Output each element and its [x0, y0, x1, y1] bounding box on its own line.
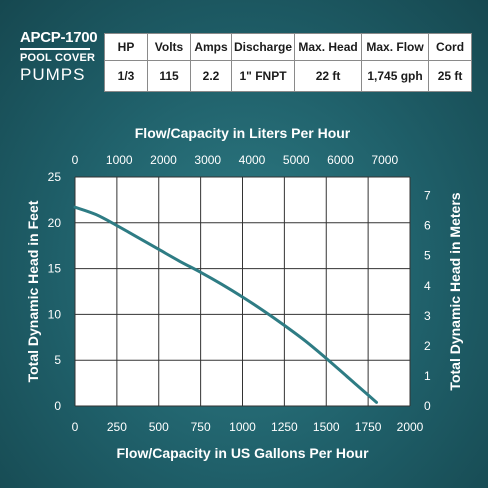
y-tick-label: 25 — [48, 170, 62, 184]
spec-value-amps: 2.2 — [190, 60, 232, 92]
y2-tick-label: 1 — [424, 369, 431, 383]
y2-axis-ticks: 0 1 2 3 4 5 6 7 — [424, 189, 431, 413]
spec-value-cord: 25 ft — [428, 60, 473, 92]
specs-value-row: 1/3 115 2.2 1" FNPT 22 ft 1,745 gph 25 f… — [104, 60, 473, 92]
brand-line-2: POOL COVER — [20, 52, 96, 64]
brand-model: APCP-1700 — [20, 29, 98, 46]
brand-logo: APCP-1700 POOL COVER PUMPS — [20, 30, 102, 83]
spec-value-volts: 115 — [147, 60, 191, 92]
y-axis-label: Total Dynamic Head in Feet — [25, 200, 41, 382]
x2-tick-label: 1000 — [106, 153, 133, 167]
y-tick-label: 5 — [54, 353, 61, 367]
x-axis-ticks: 0 250 500 750 1000 1250 1500 1750 2000 — [72, 420, 424, 434]
brand-divider — [20, 48, 90, 50]
performance-curve — [73, 205, 378, 404]
x2-axis-label: Flow/Capacity in Liters Per Hour — [135, 125, 351, 141]
x-tick-label: 1250 — [271, 420, 298, 434]
x2-tick-label: 7000 — [371, 153, 398, 167]
x-tick-label: 1500 — [313, 420, 340, 434]
spec-header-max-head: Max. Head — [294, 33, 363, 61]
y2-tick-label: 2 — [424, 339, 431, 353]
y2-tick-label: 6 — [424, 219, 431, 233]
x2-tick-label: 6000 — [327, 153, 354, 167]
x-tick-label: 750 — [191, 420, 211, 434]
y-tick-label: 15 — [48, 262, 62, 276]
y2-axis-label: Total Dynamic Head in Meters — [447, 192, 463, 390]
x2-tick-label: 4000 — [239, 153, 266, 167]
y-axis-ticks: 0 5 10 15 20 25 — [48, 170, 62, 413]
y2-tick-label: 4 — [424, 279, 431, 293]
spec-header-discharge: Discharge — [230, 33, 296, 61]
y2-tick-label: 7 — [424, 189, 431, 203]
y2-tick-label: 0 — [424, 399, 431, 413]
x2-tick-label: 5000 — [283, 153, 310, 167]
x-tick-label: 2000 — [397, 420, 424, 434]
x2-tick-label: 0 — [72, 153, 79, 167]
specs-table: HP Volts Amps Discharge Max. Head Max. F… — [104, 33, 473, 92]
y-tick-label: 10 — [48, 307, 62, 321]
spec-header-cord: Cord — [428, 33, 473, 61]
x-axis-label: Flow/Capacity in US Gallons Per Hour — [116, 445, 369, 461]
x-tick-label: 0 — [72, 420, 79, 434]
spec-header-hp: HP — [104, 33, 148, 61]
x-tick-label: 1000 — [229, 420, 256, 434]
y2-tick-label: 3 — [424, 309, 431, 323]
spec-value-max-head: 22 ft — [294, 60, 363, 92]
y2-tick-label: 5 — [424, 249, 431, 263]
x2-tick-label: 3000 — [194, 153, 221, 167]
y-tick-label: 0 — [54, 399, 61, 413]
brand-line-3: PUMPS — [20, 65, 86, 84]
grid-lines — [74, 176, 411, 407]
x2-axis-ticks: 0 1000 2000 3000 4000 5000 6000 7000 — [72, 153, 399, 167]
spec-header-amps: Amps — [190, 33, 232, 61]
x-tick-label: 1750 — [355, 420, 382, 434]
x-tick-label: 500 — [149, 420, 169, 434]
spec-value-max-flow: 1,745 gph — [361, 60, 430, 92]
x2-tick-label: 2000 — [150, 153, 177, 167]
x-tick-label: 250 — [107, 420, 127, 434]
spec-value-discharge: 1" FNPT — [230, 60, 296, 92]
y-tick-label: 20 — [48, 216, 62, 230]
